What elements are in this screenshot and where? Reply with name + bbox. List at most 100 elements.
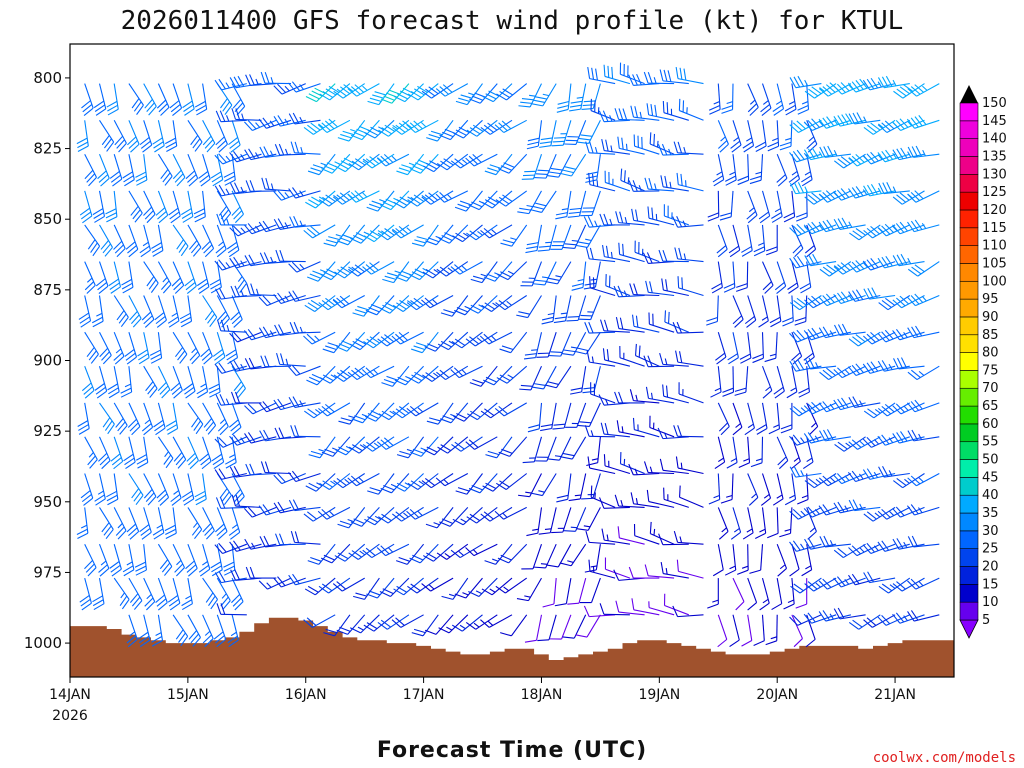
wind-barb bbox=[480, 506, 513, 522]
colorbar-tick-label: 10 bbox=[982, 595, 999, 610]
wind-barb bbox=[747, 83, 759, 116]
wind-barb bbox=[799, 261, 812, 294]
wind-barb bbox=[602, 244, 631, 263]
wind-barb bbox=[437, 331, 469, 351]
wind-barb bbox=[614, 108, 645, 121]
wind-barb bbox=[288, 470, 321, 483]
wind-barb bbox=[585, 141, 616, 155]
wind-barb bbox=[395, 261, 425, 282]
wind-barb bbox=[863, 571, 896, 584]
wind-barb bbox=[629, 283, 660, 297]
wind-barb bbox=[128, 83, 144, 115]
wind-barb bbox=[715, 332, 727, 365]
wind-barb bbox=[362, 261, 395, 275]
wind-barb bbox=[245, 180, 277, 192]
wind-barb bbox=[231, 83, 246, 116]
wind-barb bbox=[126, 507, 140, 540]
wind-barb bbox=[366, 577, 395, 599]
wind-barb bbox=[818, 116, 852, 129]
wind-barb bbox=[439, 507, 469, 527]
wind-barb bbox=[185, 544, 198, 577]
wind-barb bbox=[480, 119, 513, 135]
colorbar-swatch bbox=[959, 477, 979, 496]
wind-barb bbox=[620, 168, 645, 192]
wind-barb bbox=[615, 600, 645, 616]
wind-barb bbox=[590, 485, 616, 508]
wind-barb bbox=[307, 153, 336, 176]
colorbar-swatch bbox=[959, 120, 979, 139]
wind-barb bbox=[735, 261, 749, 292]
wind-barb bbox=[732, 577, 745, 611]
wind-barb bbox=[631, 314, 660, 333]
wind-barb bbox=[128, 190, 143, 223]
colorbar-swatch bbox=[959, 459, 979, 478]
wind-barb bbox=[753, 614, 765, 646]
wind-barb bbox=[789, 544, 800, 577]
wind-barb bbox=[113, 295, 129, 327]
wind-barb bbox=[803, 118, 837, 131]
wind-barb bbox=[436, 365, 469, 381]
wind-barb bbox=[77, 402, 90, 435]
wind-barb bbox=[318, 190, 351, 207]
wind-barb bbox=[391, 331, 424, 345]
wind-barb bbox=[579, 577, 601, 604]
wind-barb bbox=[497, 153, 528, 174]
wind-barb bbox=[231, 494, 262, 508]
x-tick-label: 21JAN bbox=[874, 687, 916, 703]
wind-barb bbox=[617, 526, 645, 545]
y-tick-label: 850 bbox=[33, 210, 62, 228]
wind-barb bbox=[289, 215, 321, 228]
wind-barb bbox=[95, 261, 109, 294]
wind-barb bbox=[728, 224, 741, 258]
wind-barb bbox=[789, 540, 822, 552]
wind-barb bbox=[646, 103, 675, 121]
wind-barb bbox=[479, 331, 513, 345]
wind-barb bbox=[323, 224, 351, 247]
wind-barb bbox=[465, 153, 498, 167]
wind-barb bbox=[196, 366, 209, 399]
wind-barb bbox=[583, 605, 616, 618]
wind-barb bbox=[614, 391, 645, 404]
wind-barb bbox=[559, 543, 587, 567]
wind-barb bbox=[365, 295, 395, 316]
wind-barb bbox=[619, 62, 645, 85]
wind-barb bbox=[172, 436, 187, 469]
wind-barb bbox=[481, 577, 513, 596]
wind-barb bbox=[581, 473, 601, 500]
wind-barb bbox=[450, 261, 483, 275]
wind-barb bbox=[482, 473, 513, 492]
wind-barb bbox=[789, 149, 822, 163]
wind-barb bbox=[110, 436, 124, 470]
wind-barb bbox=[305, 190, 336, 209]
wind-barb bbox=[877, 434, 910, 446]
wind-barb bbox=[761, 261, 774, 294]
wind-barb bbox=[223, 544, 236, 576]
wind-barb bbox=[436, 153, 469, 171]
wind-barb bbox=[878, 182, 910, 195]
wind-barb bbox=[848, 543, 881, 557]
wind-barb bbox=[749, 544, 764, 574]
wind-barb bbox=[719, 190, 734, 221]
wind-barb bbox=[468, 190, 498, 211]
wind-barb bbox=[628, 180, 660, 192]
wind-barb bbox=[392, 119, 424, 135]
wind-barb bbox=[480, 224, 513, 239]
wind-barb bbox=[818, 577, 852, 590]
y-tick-label: 925 bbox=[33, 422, 62, 440]
wind-barb bbox=[480, 402, 513, 419]
wind-barb bbox=[537, 614, 557, 642]
wind-barb bbox=[124, 332, 138, 365]
wind-barb bbox=[425, 507, 454, 529]
wind-barb bbox=[818, 473, 852, 487]
wind-barb bbox=[582, 366, 601, 394]
wind-barb bbox=[791, 614, 803, 648]
wind-barb bbox=[566, 295, 587, 322]
colorbar-swatch bbox=[959, 566, 979, 585]
wind-barb bbox=[259, 429, 292, 442]
wind-barb bbox=[426, 402, 454, 425]
wind-barb bbox=[165, 402, 179, 435]
colorbar-tick-label: 5 bbox=[982, 613, 990, 628]
wind-barb bbox=[216, 577, 231, 610]
wind-barb bbox=[534, 153, 557, 179]
x-tick-label: 18JAN bbox=[521, 687, 563, 703]
